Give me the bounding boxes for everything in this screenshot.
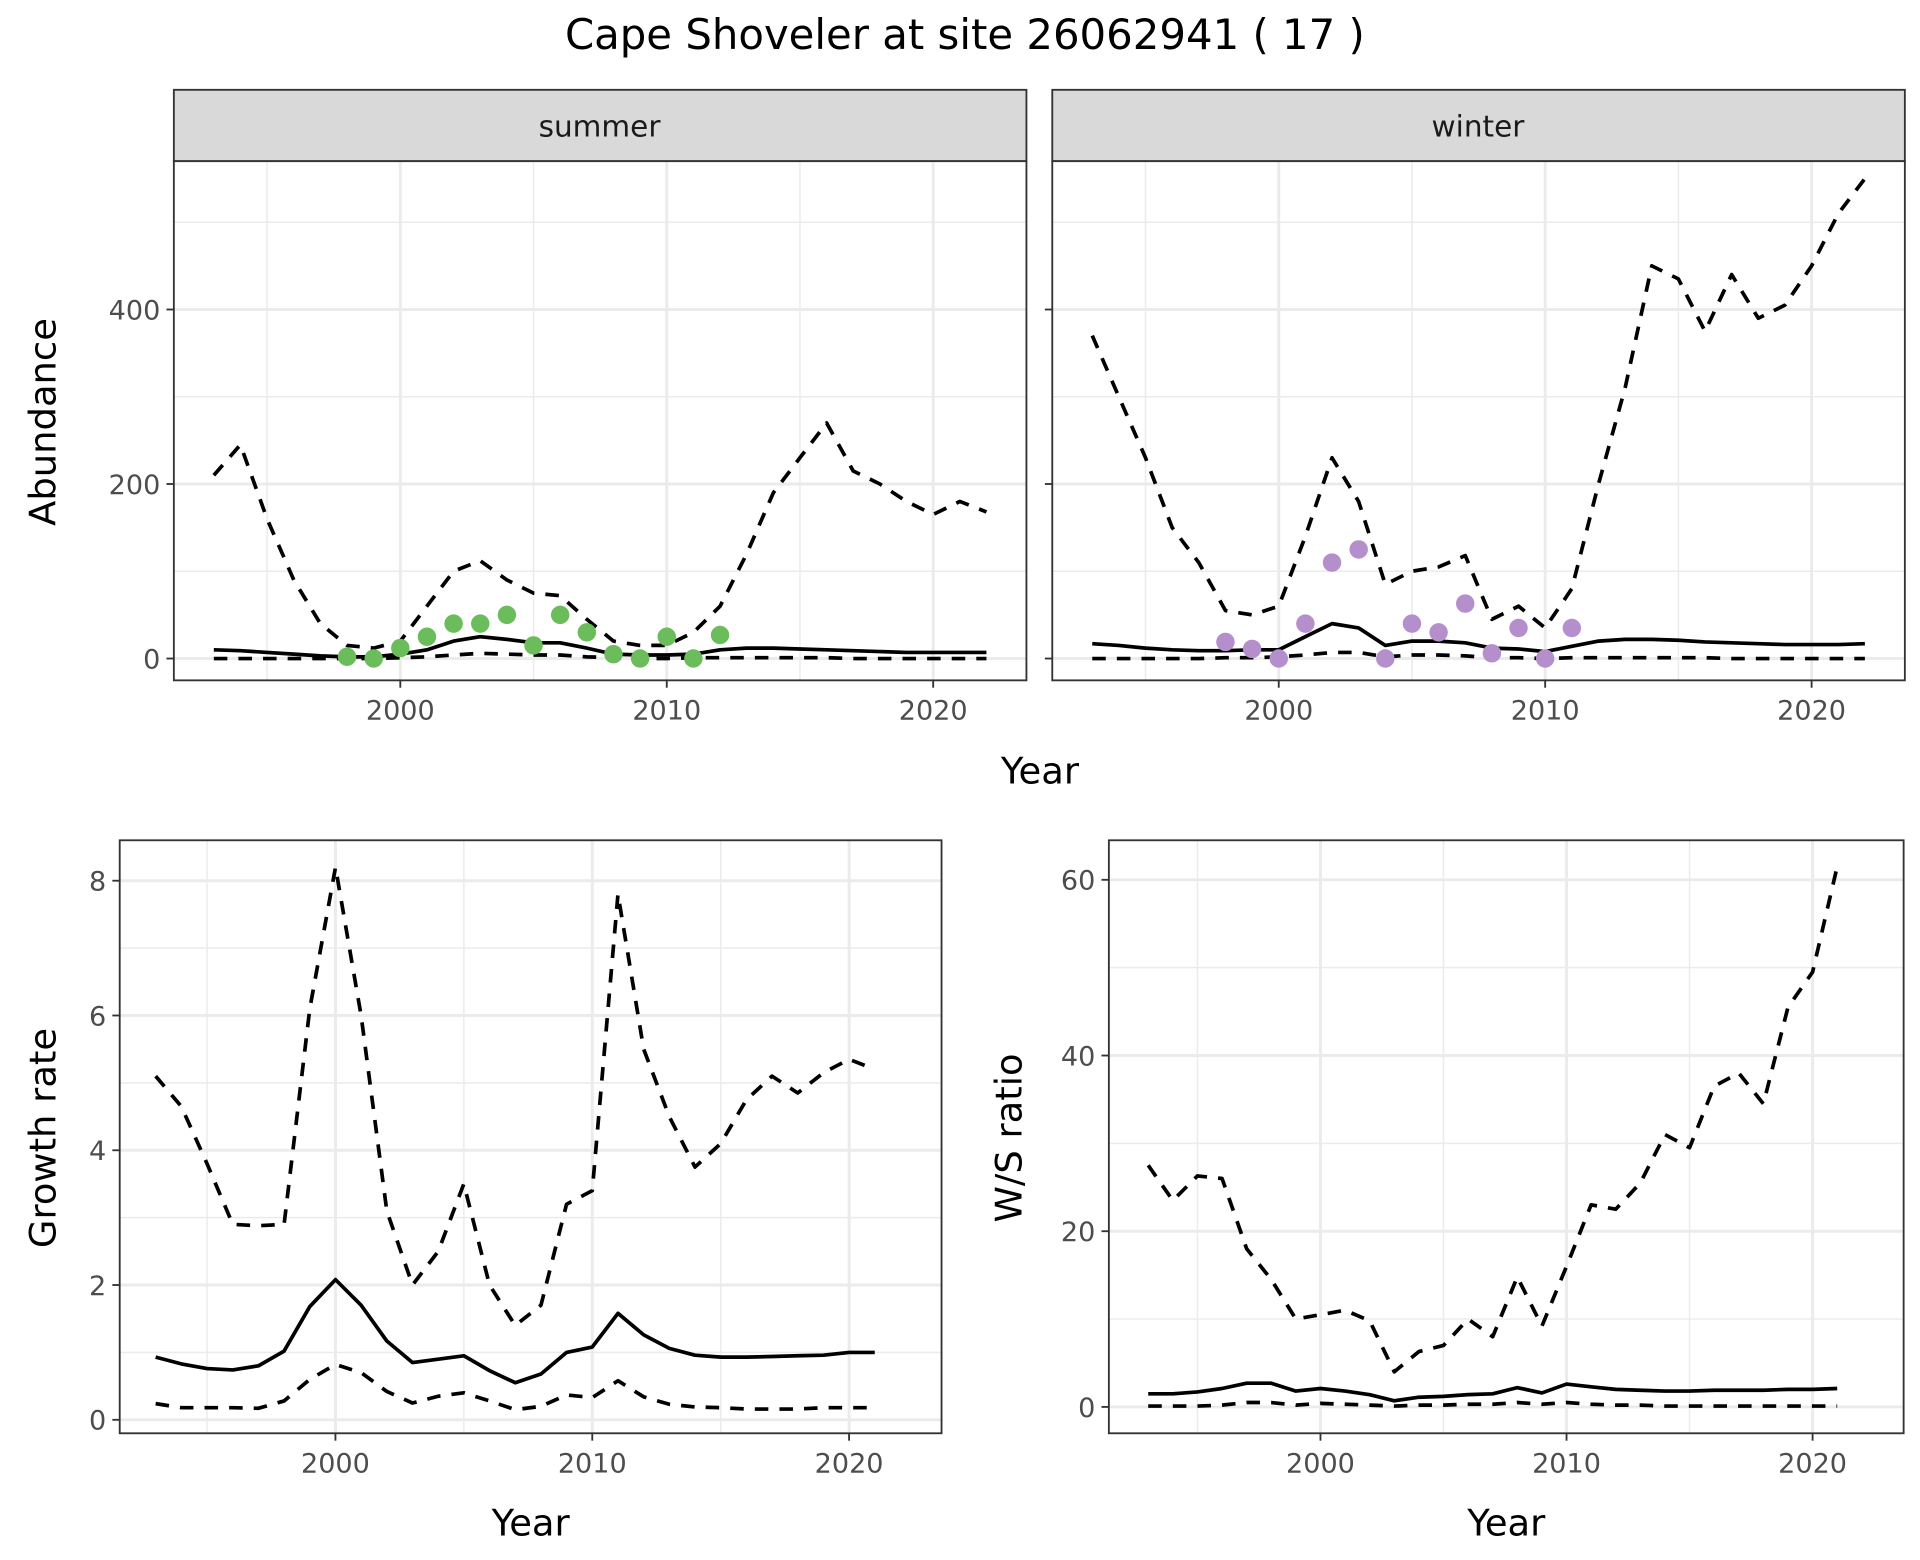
series-line-lower [155, 1362, 875, 1412]
y-tick-label: 6 [89, 1001, 106, 1032]
y-tick-label: 60 [1061, 866, 1095, 897]
strip-winter-label: winter [1431, 110, 1525, 144]
growth-x-axis-title: Year [491, 1501, 571, 1544]
x-tick-label: 2000 [1286, 1449, 1355, 1480]
series-line-upper [1146, 866, 1839, 1374]
data-point [1562, 618, 1582, 638]
data-point [1376, 649, 1395, 668]
plot-background [1052, 161, 1905, 681]
data-point [524, 636, 543, 655]
x-tick-label: 2010 [1532, 1449, 1601, 1480]
ratio-y-axis-title: W/S ratio [988, 1053, 1031, 1222]
plot-background [1108, 840, 1904, 1434]
data-point [417, 627, 437, 646]
data-point [337, 647, 357, 667]
x-tick-label: 2010 [558, 1449, 627, 1480]
plot-background [173, 161, 1027, 681]
y-tick-label: 4 [89, 1136, 106, 1167]
series-line-mean [1092, 621, 1865, 654]
x-tick-label: 2000 [1244, 696, 1313, 727]
strip-winter-bg [1051, 88, 1906, 163]
top-y-axis-title: Abundance [22, 318, 65, 526]
x-tick-label: 2000 [366, 696, 435, 727]
y-tick-label: 0 [143, 644, 160, 675]
data-point [577, 623, 597, 642]
data-point [550, 605, 570, 625]
data-point [1535, 649, 1555, 668]
x-tick-label: 2020 [815, 1449, 884, 1480]
x-tick-label: 2010 [632, 696, 701, 727]
panel-ratio: 2000 2010 2020 0 20 40 60 [1061, 839, 1905, 1480]
y-tick-label: 0 [89, 1406, 106, 1437]
y-tick-label: 2 [89, 1271, 106, 1302]
data-point [1216, 632, 1235, 652]
plot-background [119, 840, 942, 1434]
data-point [391, 638, 410, 658]
panel-border [172, 160, 1028, 682]
y-tick-label: 200 [109, 470, 161, 501]
data-point [1242, 639, 1262, 659]
series-line-mean [1148, 1381, 1838, 1403]
data-point [471, 614, 490, 633]
panel-winter: 2000 2010 2020 [1044, 160, 1906, 727]
panel-border [1051, 160, 1906, 682]
data-point [1269, 649, 1288, 668]
series-line-upper [212, 421, 988, 650]
data-point [1296, 614, 1315, 633]
data-point [497, 605, 517, 625]
data-point [1402, 614, 1422, 633]
growth-y-axis-title: Growth rate [22, 1028, 65, 1248]
y-tick-label: 40 [1061, 1041, 1095, 1072]
data-point [1429, 623, 1448, 642]
y-tick-label: 8 [89, 867, 106, 898]
data-point [657, 627, 676, 646]
data-point [1322, 553, 1342, 572]
data-point [630, 649, 650, 668]
x-tick-label: 2010 [1511, 696, 1580, 727]
data-point [1482, 644, 1502, 663]
y-tick-label: 400 [109, 295, 161, 326]
series-line-lower [1092, 650, 1865, 661]
panel-border [1107, 839, 1905, 1435]
figure-title: Cape Shoveler at site 26062941 ( 17 ) [565, 10, 1365, 59]
data-point [364, 649, 383, 668]
y-tick-label: 20 [1061, 1217, 1095, 1248]
x-tick-label: 2020 [1777, 696, 1846, 727]
data-point [710, 625, 730, 645]
ratio-x-axis-title: Year [1466, 1501, 1546, 1544]
data-point [604, 644, 623, 664]
strip-summer-bg [172, 88, 1028, 163]
y-tick-label: 0 [1078, 1393, 1095, 1424]
strip-summer-label: summer [539, 110, 662, 144]
panel-growth: 2000 2010 2020 0 2 4 6 8 [89, 839, 943, 1480]
series-line-upper [154, 865, 876, 1328]
x-tick-label: 2020 [899, 696, 968, 727]
data-point [1349, 540, 1368, 559]
series-line-upper [1090, 177, 1867, 630]
data-point [1509, 618, 1528, 638]
series-line-mean [155, 1277, 875, 1385]
panel-summer: 2000 2010 2020 0 200 400 [109, 160, 1028, 727]
panel-border [118, 839, 943, 1435]
data-point [684, 649, 703, 668]
series-line-lower [1148, 1400, 1838, 1408]
data-point [444, 614, 463, 633]
x-tick-label: 2000 [301, 1449, 370, 1480]
x-tick-label: 2020 [1778, 1449, 1847, 1480]
top-x-axis-title: Year [1000, 750, 1080, 793]
data-point [1456, 594, 1475, 613]
